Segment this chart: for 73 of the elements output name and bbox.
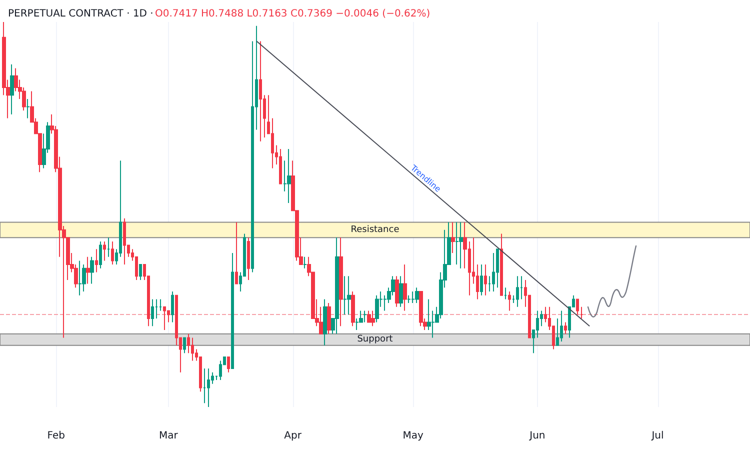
candlestick [415,287,419,304]
candlestick [576,298,579,316]
candlestick [227,356,230,373]
x-tick-label: Apr [284,430,302,442]
candlestick [163,306,166,330]
candlestick [451,222,455,254]
candlestick [560,310,563,342]
candlestick [287,148,291,204]
candlestick [207,368,210,408]
candlestick [86,256,90,284]
candlestick [335,237,339,334]
candlestick [90,256,94,284]
candlestick [564,322,567,334]
candlestick [504,287,507,300]
candlestick [139,264,142,280]
candlestick [395,276,399,308]
candlestick [399,276,403,308]
candlestick [375,294,379,323]
candlestick [235,222,238,284]
candlestick [480,264,483,296]
candlestick [10,64,14,115]
candlestick [111,240,114,266]
candlestick [419,291,423,327]
candlestick [347,276,351,316]
x-tick-label: Jul [650,430,664,442]
candlestick [151,298,154,327]
candlestick [516,276,519,308]
candlestick [82,264,86,292]
candlestick [580,306,583,319]
candlestick [203,368,206,404]
candlestick [492,252,495,292]
candlestick [107,237,110,258]
candlestick [123,218,126,266]
candlestick [403,264,407,312]
candlestick [303,256,307,269]
candlestick [279,148,282,184]
candlestick [496,248,499,288]
candlestick [459,222,463,269]
candlestick [339,237,343,327]
band-label: Support [357,334,394,345]
candlestick [159,298,162,312]
candlestick [484,264,487,296]
candlestick [171,291,174,323]
candlestick [371,310,375,327]
candlestick [259,40,262,142]
candlestick [231,252,234,369]
x-tick-label: Feb [47,430,66,442]
x-tick-label: Jun [528,430,546,442]
candlestick [191,337,194,362]
candlestick [78,260,82,296]
candlestick [455,222,459,266]
candlestick [508,291,511,312]
x-tick-label: May [402,430,424,442]
candlestick [219,360,222,381]
candlestick [407,294,411,304]
chart-subtitle: O0.7417 H0.7488 L0.7163 C0.7369 −0.0046 (−0.62%) [155,8,430,20]
candlestick [95,248,98,273]
candlestick [323,298,327,346]
candlestick [500,233,503,296]
candlestick [103,240,106,262]
candlestick [343,276,347,316]
candlestick [367,310,371,323]
x-tick-label: Mar [159,430,179,442]
band-label: Resistance [350,224,400,235]
candlestick [351,291,355,327]
candlestick [363,310,367,323]
candlestick [411,291,415,304]
candlestick [247,237,250,280]
candlestick [327,302,331,334]
chart-title: PERPETUAL CONTRACT · 1D · [8,8,154,20]
candlestick [183,337,186,354]
candlestick [99,240,102,269]
candlestick [26,98,30,119]
